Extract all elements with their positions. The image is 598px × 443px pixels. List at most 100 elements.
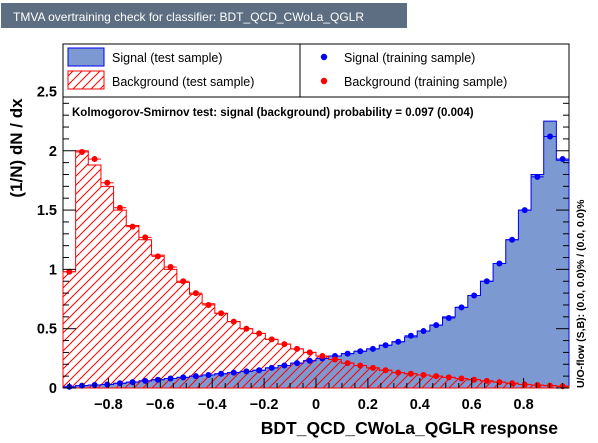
background-train-point [88,156,101,163]
legend-label-signal-train: Signal (training sample) [344,51,475,65]
background-train-point [126,223,139,230]
title-box: TMVA overtraining check for classifier: … [1,3,407,28]
background-train-point [404,370,418,377]
legend-swatch-background-test [67,70,105,90]
signal-train-point [341,350,354,357]
background-train-point [417,371,430,378]
signal-train-point [518,207,532,214]
signal-train-point [505,236,519,243]
background-train-point [75,148,89,155]
background-train-marker [483,377,490,384]
background-train-point [353,362,367,369]
signal-train-point [391,338,405,345]
x-tick-label: 0.2 [358,397,378,413]
y-tick-label: 1.5 [37,203,57,219]
signal-train-marker [496,260,503,267]
signal-train-marker [445,315,452,322]
signal-train-point [240,368,253,375]
signal-train-point [493,260,506,267]
background-train-point [151,253,165,260]
background-train-point [63,268,76,275]
signal-train-point [467,292,481,299]
histogram-layer [62,120,570,389]
background-train-point [455,375,468,382]
signal-train-marker [420,328,427,335]
background-train-marker [306,349,313,356]
background-train-marker [230,318,237,325]
x-tick-label: −0.4 [198,397,227,413]
signal-train-point [556,156,569,163]
background-train-marker [534,382,541,389]
signal-train-marker [382,342,389,349]
signal-train-point [278,362,291,369]
signal-train-point [531,173,544,180]
background-train-marker [509,380,516,387]
background-train-marker [91,156,98,163]
y-tick-label: 2 [49,144,57,160]
background-train-marker [256,330,263,337]
signal-train-point [379,342,392,349]
background-train-point [164,264,177,271]
background-train-point [113,204,127,211]
background-train-marker [66,268,73,275]
signal-train-point [366,345,380,352]
ks-test-label: Kolmogorov-Smirnov test: signal (backgro… [72,107,474,119]
background-train-point [467,376,481,383]
signal-train-marker [458,304,465,311]
signal-train-marker [483,278,490,285]
background-train-point [240,325,253,332]
background-train-point [379,367,392,374]
signal-train-marker [306,357,313,364]
background-train-point [214,310,228,317]
background-train-point [278,341,291,348]
background-train-marker [78,148,85,155]
signal-train-marker [91,382,98,389]
signal-train-marker [294,360,301,367]
signal-train-point [227,369,241,376]
background-train-marker [154,253,161,260]
signal-train-marker [116,380,123,387]
background-train-marker [369,364,376,371]
signal-train-marker [547,133,554,140]
background-train-point [366,364,380,371]
background-train-point [316,352,329,359]
x-tick-label: 0.6 [462,397,482,413]
signal-train-marker [395,338,402,345]
signal-train-point [353,348,367,355]
background-train-marker [218,310,225,317]
signal-train-marker [205,371,212,378]
background-train-marker [268,336,275,343]
signal-train-marker [104,381,111,388]
background-train-point [303,349,316,356]
signal-train-marker [268,364,275,371]
signal-train-point [202,371,215,378]
background-train-marker [192,290,199,297]
background-train-marker [142,234,149,241]
background-train-marker [129,223,136,230]
signal-train-marker [230,369,237,376]
background-train-point [100,179,114,186]
background-train-point [328,356,342,363]
signal-train-marker [521,207,528,214]
background-train-marker [471,376,478,383]
signal-train-marker [559,156,566,163]
signal-train-point [176,374,190,381]
signal-train-marker [281,362,288,369]
signal-train-point [429,322,443,329]
background-train-point [202,301,215,308]
background-train-point [265,336,279,343]
background-train-point [290,345,304,352]
background-train-point [189,290,203,297]
signal-train-point [189,373,203,380]
x-tick-label: −0.6 [146,397,175,413]
signal-train-point [138,377,152,384]
background-train-point [176,278,190,285]
signal-train-marker [142,377,149,384]
background-train-marker [344,360,351,367]
background-train-point [531,382,544,389]
background-train-marker [433,373,440,380]
signal-train-point [290,360,304,367]
overflow-label: U/O-flow (S,B): (0.0, 0.0)% / (0.0, 0.0)… [575,199,587,388]
background-train-marker [180,278,187,285]
background-train-marker [243,325,250,332]
